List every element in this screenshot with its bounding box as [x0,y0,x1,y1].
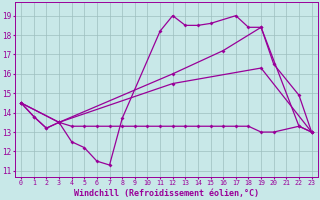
X-axis label: Windchill (Refroidissement éolien,°C): Windchill (Refroidissement éolien,°C) [74,189,259,198]
